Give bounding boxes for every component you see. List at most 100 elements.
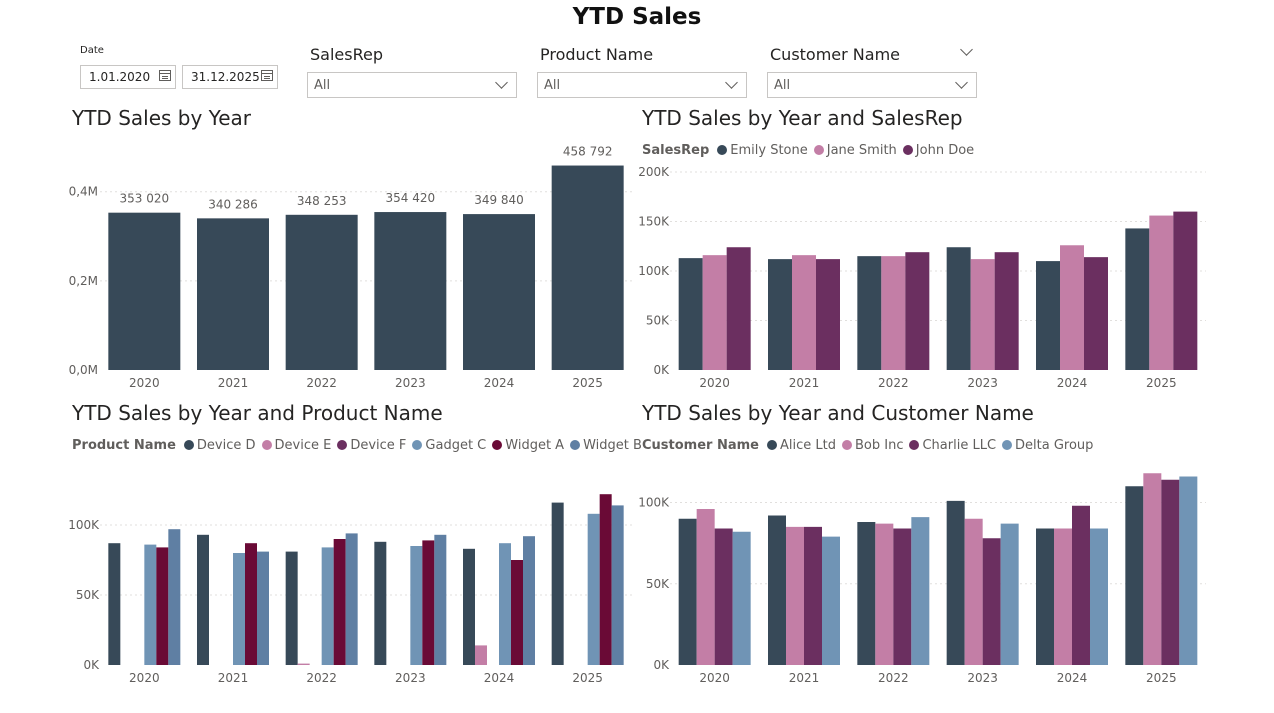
bar-2022-jane-smith[interactable] (881, 256, 906, 370)
legend-item[interactable]: Device D (183, 438, 256, 453)
customer-dropdown[interactable]: All (767, 72, 977, 98)
calendar-icon[interactable] (159, 70, 171, 81)
bar-2020[interactable] (108, 212, 181, 370)
bar-2023[interactable] (374, 212, 447, 370)
bar-2024-gadget-c[interactable] (499, 543, 511, 665)
bar-2025-widget-b[interactable] (611, 505, 624, 665)
bar-2024-jane-smith[interactable] (1060, 245, 1084, 370)
bar-2022-device-e[interactable] (297, 663, 310, 665)
bar-2023-device-d[interactable] (374, 541, 387, 665)
legend-item[interactable]: Emily Stone (717, 143, 808, 158)
bar-2025-alice-ltd[interactable] (1125, 486, 1144, 665)
legend-item[interactable]: Delta Group (1002, 438, 1093, 453)
bar-2024-widget-a[interactable] (511, 560, 523, 665)
bar-2022-delta-group[interactable] (911, 517, 930, 665)
bar-2022-bob-inc[interactable] (875, 523, 894, 665)
date-end-input[interactable]: 31.12.2025 (182, 65, 278, 89)
bar-2024-charlie-llc[interactable] (1072, 505, 1090, 665)
bar-2023-widget-b[interactable] (434, 534, 447, 665)
bar-2025-charlie-llc[interactable] (1161, 479, 1180, 665)
bar-2020-jane-smith[interactable] (702, 255, 727, 370)
bar-2022-widget-b[interactable] (345, 533, 358, 665)
legend-item[interactable]: Device F (337, 438, 406, 453)
bar-2024-john-doe[interactable] (1084, 257, 1108, 370)
x-tick-label: 2022 (306, 671, 337, 685)
bar-2025-gadget-c[interactable] (587, 513, 600, 665)
bar-2021-charlie-llc[interactable] (804, 526, 822, 665)
bar-2020-delta-group[interactable] (732, 531, 751, 665)
bar-2020-widget-a[interactable] (156, 547, 169, 665)
bar-2024-alice-ltd[interactable] (1036, 528, 1054, 666)
legend-item[interactable]: Charlie LLC (909, 438, 996, 453)
x-tick-label: 2022 (878, 376, 909, 390)
legend-item[interactable]: John Doe (902, 143, 974, 158)
bar-2025-widget-a[interactable] (599, 494, 612, 665)
bar-2021-alice-ltd[interactable] (768, 515, 786, 666)
bar-2021-john-doe[interactable] (816, 259, 840, 370)
bar-2020-widget-b[interactable] (168, 529, 181, 665)
bar-2020-john-doe[interactable] (726, 247, 751, 370)
bar-2021-bob-inc[interactable] (786, 526, 804, 665)
bar-2022-emily-stone[interactable] (857, 256, 882, 370)
bar-2020-gadget-c[interactable] (144, 544, 157, 665)
bar-2021-widget-a[interactable] (245, 543, 257, 665)
bar-2021-gadget-c[interactable] (233, 553, 245, 665)
legend-item[interactable]: Widget A (492, 438, 564, 453)
bar-2021-delta-group[interactable] (822, 536, 840, 665)
date-start-input[interactable]: 1.01.2020 (80, 65, 176, 89)
bar-2024-delta-group[interactable] (1090, 528, 1108, 666)
bar-2021-jane-smith[interactable] (792, 255, 816, 370)
y-tick-label: 0K (653, 658, 670, 672)
bar-2024-widget-b[interactable] (523, 536, 535, 665)
bar-2023-charlie-llc[interactable] (982, 538, 1001, 665)
legend-item[interactable]: Gadget C (412, 438, 486, 453)
bar-2023-gadget-c[interactable] (410, 546, 423, 665)
bar-2025-jane-smith[interactable] (1149, 215, 1174, 370)
product-dropdown[interactable]: All (537, 72, 747, 98)
bar-2021-emily-stone[interactable] (768, 259, 792, 370)
bar-2022-widget-a[interactable] (333, 539, 346, 665)
bar-2024-device-e[interactable] (475, 645, 487, 665)
legend-item[interactable]: Bob Inc (842, 438, 903, 453)
bar-2025-john-doe[interactable] (1173, 211, 1198, 370)
bar-2022-gadget-c[interactable] (321, 547, 334, 665)
bar-2020-charlie-llc[interactable] (714, 528, 733, 666)
bar-2020-alice-ltd[interactable] (678, 518, 697, 665)
calendar-icon[interactable] (261, 70, 273, 81)
bar-2022-john-doe[interactable] (905, 252, 930, 370)
bar-2023-delta-group[interactable] (1000, 523, 1019, 665)
salesrep-dropdown[interactable]: All (307, 72, 517, 98)
bar-2023-alice-ltd[interactable] (946, 500, 965, 665)
bar-2024-emily-stone[interactable] (1036, 261, 1060, 370)
bar-2025-emily-stone[interactable] (1125, 228, 1150, 370)
bar-2022-device-d[interactable] (285, 551, 298, 665)
bar-2020-bob-inc[interactable] (696, 509, 715, 665)
bar-2023-jane-smith[interactable] (970, 259, 995, 370)
bar-2022-charlie-llc[interactable] (893, 528, 912, 666)
bar-2025-device-d[interactable] (551, 502, 564, 665)
legend-item[interactable]: Widget B (570, 438, 642, 453)
legend-item[interactable]: Alice Ltd (767, 438, 836, 453)
legend-item[interactable]: Device E (261, 438, 331, 453)
bar-2021-widget-b[interactable] (257, 551, 269, 665)
bar-2023-bob-inc[interactable] (964, 518, 983, 665)
bar-2022[interactable] (285, 214, 358, 370)
legend-swatch (902, 145, 913, 155)
bar-2023-emily-stone[interactable] (946, 247, 971, 370)
bar-2022-alice-ltd[interactable] (857, 522, 876, 665)
legend-item[interactable]: Jane Smith (813, 143, 897, 158)
bar-2023-widget-a[interactable] (422, 540, 435, 665)
bar-2025-delta-group[interactable] (1179, 476, 1198, 666)
bar-2025[interactable] (551, 165, 624, 370)
bar-2021[interactable] (197, 218, 269, 370)
bar-2024-bob-inc[interactable] (1054, 528, 1072, 666)
legend-label: Bob Inc (855, 438, 904, 453)
y-tick-label: 0,0M (69, 363, 98, 377)
bar-2020-device-d[interactable] (108, 543, 121, 665)
bar-2025-bob-inc[interactable] (1143, 473, 1162, 665)
bar-2024-device-d[interactable] (463, 548, 475, 665)
bar-2021-device-d[interactable] (197, 534, 209, 665)
bar-2024[interactable] (463, 214, 535, 370)
bar-2023-john-doe[interactable] (994, 252, 1019, 370)
bar-2020-emily-stone[interactable] (678, 258, 703, 370)
